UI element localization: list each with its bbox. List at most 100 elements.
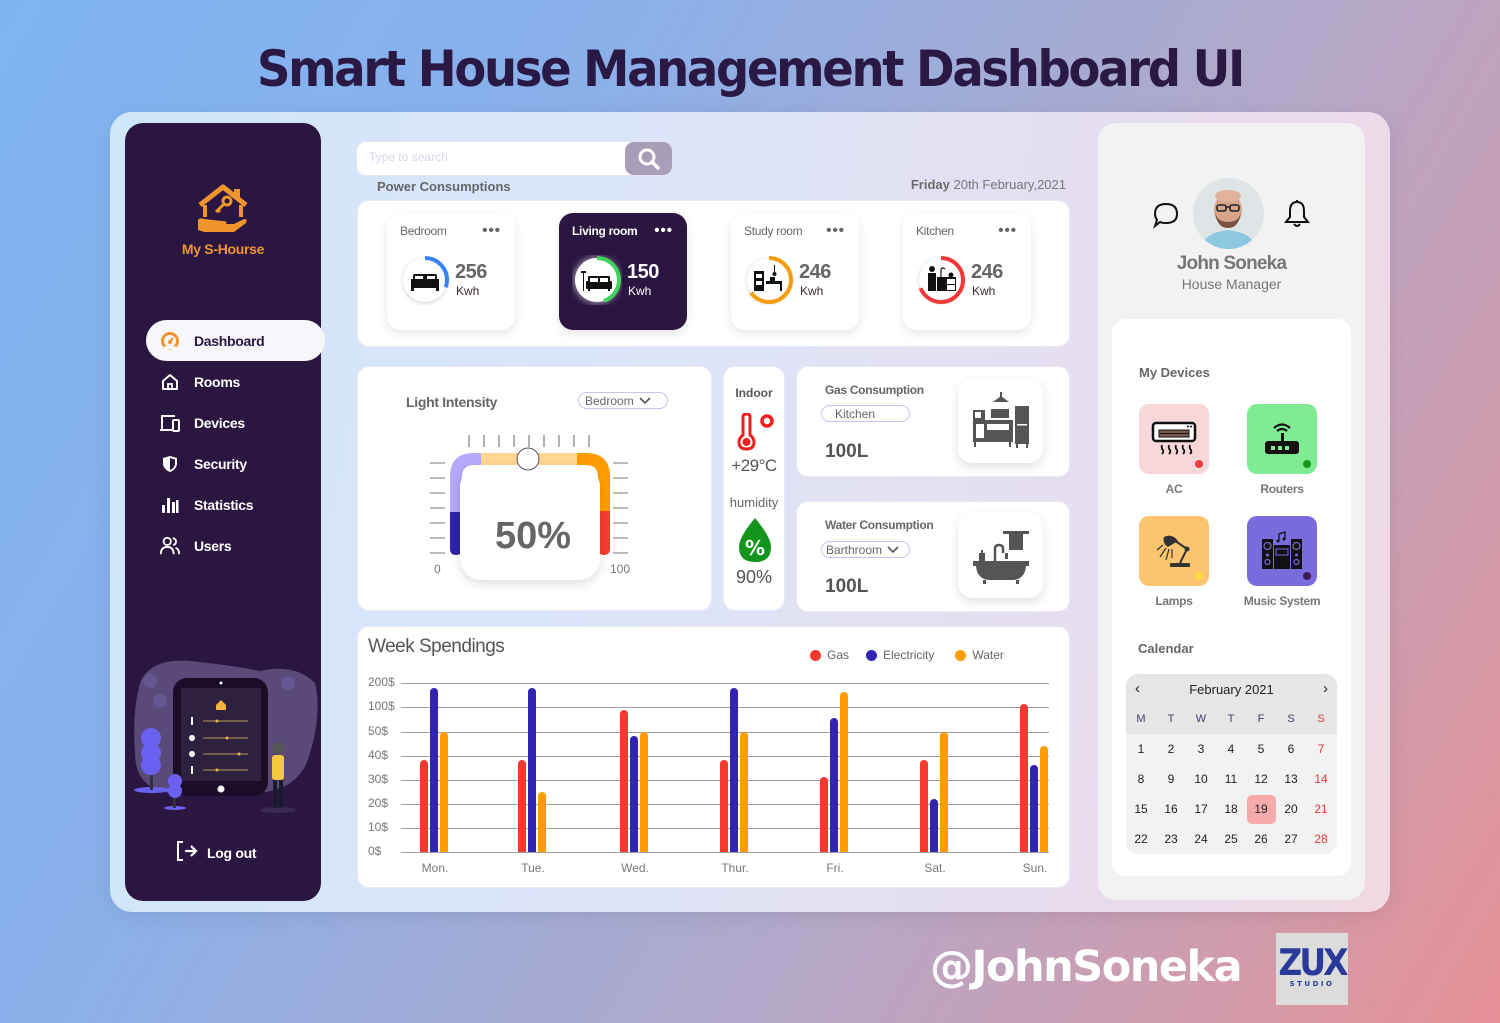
bar-electricity-mon[interactable] [430,688,438,852]
bar-electricity-thur[interactable] [730,688,738,852]
avatar[interactable] [1193,178,1264,249]
calendar-day[interactable]: 28 [1314,832,1328,846]
sidebar-item-devices[interactable]: Devices [125,402,325,443]
calendar-day[interactable]: 13 [1284,772,1298,786]
bar-gas-mon[interactable] [420,760,428,852]
bar-gas-thur[interactable] [720,760,728,852]
bar-water-thur[interactable] [740,731,748,852]
calendar-day[interactable]: 19 [1246,794,1276,824]
calendar-day[interactable]: 2 [1167,742,1175,756]
light-intensity-value: 50% [494,515,572,557]
users-icon [159,535,181,557]
calendar-day[interactable]: 16 [1164,802,1178,816]
bar-water-wed[interactable] [640,731,648,852]
sidebar-item-rooms[interactable]: Rooms [125,361,325,402]
search-input[interactable] [369,150,609,164]
calendar-day[interactable]: 5 [1257,742,1265,756]
calendar-day[interactable]: 8 [1137,772,1145,786]
logout-button[interactable]: Log out [175,839,257,866]
calendar-day[interactable]: 11 [1224,772,1238,786]
bar-electricity-wed[interactable] [630,736,638,852]
calendar-day[interactable]: 6 [1287,742,1295,756]
calendar-day[interactable]: 4 [1227,742,1235,756]
bar-electricity-sat[interactable] [930,798,938,852]
calendar-day[interactable]: 14 [1314,772,1328,786]
device-routers[interactable]: Routers [1232,404,1332,496]
room-card-living-room[interactable]: Living room ••• 150 Kwh [559,213,687,330]
chevron-left-icon[interactable]: ‹ [1135,680,1140,697]
legend-electricity[interactable]: Electricity [866,648,934,662]
calendar-day[interactable]: 12 [1254,772,1268,786]
sidebar: My S-Hourse Dashboard Rooms Devices Secu… [125,123,325,901]
room-card-study-room[interactable]: Study room ••• 246 Kwh [731,213,859,330]
bar-gas-sat[interactable] [920,760,928,852]
bar-water-sat[interactable] [940,731,948,852]
bedroom-gauge [401,256,449,304]
room-card-bedroom[interactable]: Bedroom ••• 256 Kwh [387,213,515,330]
light-intensity-dial: 50% 0 100 [418,427,648,597]
bar-gas-sun[interactable] [1020,703,1028,852]
light-room-select[interactable]: Bedroom [578,392,668,409]
calendar-day[interactable]: 24 [1194,832,1208,846]
x-axis-label: Thur. [721,861,749,875]
bar-electricity-fri[interactable] [830,718,838,852]
legend-water[interactable]: Water [955,648,1004,662]
bar-electricity-sun[interactable] [1030,765,1038,852]
calendar-days: 1 2 3 4 5 6 7 8 9 10 11 12 13 14 15 16 17 18 19 20 21 22 23 24 2… [1126,734,1337,854]
bar-chart-icon [159,494,181,516]
device-lamps[interactable]: Lamps [1124,516,1224,608]
bar-water-sun[interactable] [1040,745,1048,852]
bar-water-tue[interactable] [538,791,546,852]
gas-room-select[interactable]: Kitchen [821,405,910,422]
bar-water-fri[interactable] [840,691,848,852]
sidebar-item-security[interactable]: Security [125,443,325,484]
calendar-day[interactable]: 18 [1224,802,1238,816]
bar-water-mon[interactable] [440,731,448,852]
legend-gas[interactable]: Gas [810,648,849,662]
calendar-day[interactable]: 26 [1254,832,1268,846]
calendar-day[interactable]: 9 [1167,772,1175,786]
calendar-day[interactable]: 21 [1314,802,1328,816]
calendar-day[interactable]: 15 [1134,802,1148,816]
legend-label: Gas [827,648,850,662]
bar-gas-fri[interactable] [820,777,828,852]
status-dot [1195,572,1203,580]
device-music-system[interactable]: Music System [1232,516,1332,608]
y-axis-tick: 20$ [368,795,389,810]
sidebar-item-statistics[interactable]: Statistics [125,484,325,525]
chart-gridline [401,852,1049,853]
more-options-icon[interactable]: ••• [826,222,845,239]
y-axis-tick: 30$ [368,771,389,786]
more-options-icon[interactable]: ••• [482,222,501,239]
brand-logo[interactable]: My S-Hourse [125,183,321,257]
calendar-day[interactable]: 1 [1137,742,1145,756]
room-card-kitchen[interactable]: Kitchen ••• 246 Kwh [903,213,1031,330]
notification-bell-icon[interactable] [1283,199,1311,229]
bar-electricity-tue[interactable] [528,688,536,852]
sidebar-item-users[interactable]: Users [125,525,325,566]
chevron-down-icon [887,545,899,553]
chevron-right-icon[interactable]: › [1323,680,1328,697]
bar-gas-wed[interactable] [620,709,628,852]
room-name: Study room [744,224,803,238]
calendar-day[interactable]: 17 [1194,802,1208,816]
calendar-day[interactable]: 25 [1224,832,1238,846]
water-room-select[interactable]: Barthroom [821,541,910,558]
calendar-day[interactable]: 7 [1317,742,1325,756]
legend-label: Water [972,648,1004,662]
air-conditioner-icon [1151,421,1197,455]
calendar-day[interactable]: 10 [1194,772,1208,786]
sidebar-item-dashboard[interactable]: Dashboard [146,320,325,361]
search-button[interactable] [625,142,672,175]
calendar-day[interactable]: 22 [1134,832,1148,846]
calendar-day[interactable]: 23 [1164,832,1178,846]
device-ac[interactable]: AC [1124,404,1224,496]
calendar-day[interactable]: 3 [1197,742,1205,756]
calendar-day[interactable]: 20 [1284,802,1298,816]
chat-message-icon[interactable] [1152,201,1180,229]
calendar-day[interactable]: 27 [1284,832,1298,846]
more-options-icon[interactable]: ••• [998,222,1017,239]
bar-gas-tue[interactable] [518,760,526,852]
more-options-icon[interactable]: ••• [654,222,673,239]
light-intensity-panel: Light Intensity Bedroom 50% 0 100 [357,366,712,611]
